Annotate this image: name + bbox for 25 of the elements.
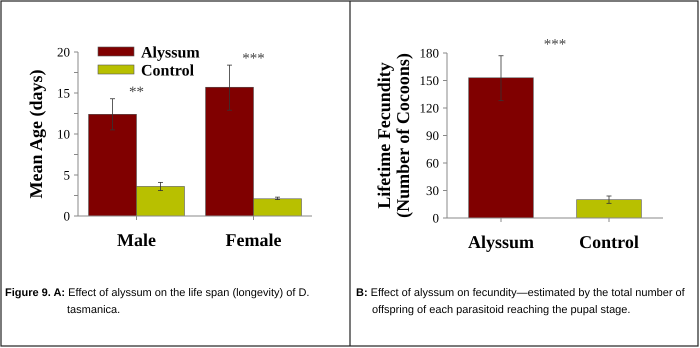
y-axis-title: Lifetime Fecundity (Number of Cocoons): [374, 53, 413, 218]
y-tick-label: 120: [420, 100, 439, 116]
y-tick-label: 20: [57, 44, 70, 60]
y-tick-label: 90: [426, 128, 439, 144]
y-tick-label: 0: [64, 208, 70, 224]
annotation: **: [129, 84, 144, 101]
y-tick-label: 15: [57, 86, 70, 101]
annotation: ***: [242, 51, 265, 68]
x-tick-label: Alyssum: [468, 232, 534, 252]
y-tick-label: 60: [426, 156, 439, 171]
y-tick-label: 0: [432, 210, 439, 226]
y-tick-label: 30: [426, 183, 439, 198]
y-tick-label: 180: [420, 46, 439, 61]
text: B: Effect of alyssum on fecundity—estimated by the total number of offspring of each parasitoid reaching the pupal stage.: [356, 286, 686, 318]
x-tick-label: Female: [226, 230, 282, 250]
legend-label: Alyssum: [141, 44, 200, 62]
x-tick-label: Control: [579, 232, 639, 252]
y-tick-label: 10: [57, 126, 70, 142]
legend-label: Control: [141, 62, 195, 80]
x-tick-label: Male: [117, 230, 156, 250]
y-tick-label: 150: [420, 73, 439, 88]
y-tick-label: 5: [64, 168, 70, 183]
annotation: ***: [544, 37, 566, 53]
caption: Figure 9. A: Effect of alyssum on the life span (longevity) of D. tasmanica.: [5, 286, 310, 318]
y-axis-title: Mean Age (days): [26, 70, 46, 198]
